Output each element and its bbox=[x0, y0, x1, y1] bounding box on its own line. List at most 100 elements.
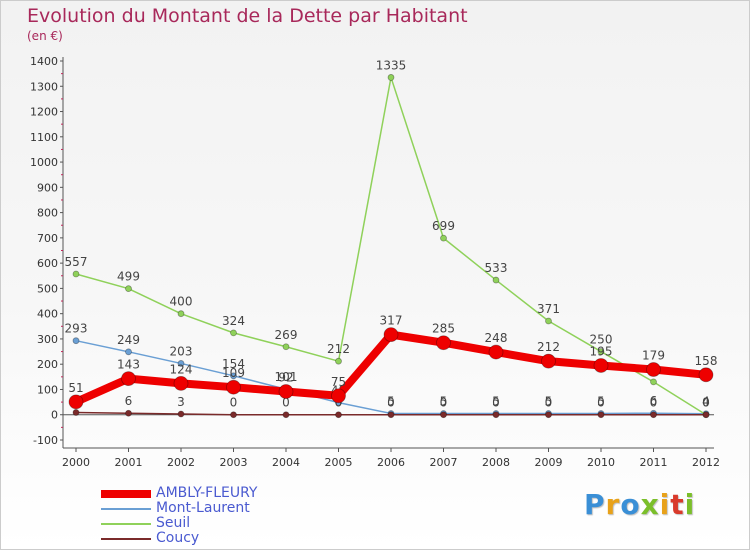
data-point bbox=[650, 378, 657, 386]
data-label: 179 bbox=[642, 349, 665, 363]
data-label: 212 bbox=[537, 340, 560, 354]
y-tick-label: 600 bbox=[37, 257, 58, 270]
legend-label: Seuil bbox=[156, 515, 191, 531]
data-label: 317 bbox=[380, 314, 403, 328]
data-label: 75 bbox=[331, 375, 346, 389]
data-label: 5 bbox=[597, 394, 605, 408]
legend-swatch bbox=[101, 489, 151, 498]
chart-subtitle: (en €) bbox=[27, 29, 63, 43]
data-label: 248 bbox=[485, 331, 508, 345]
data-label: 324 bbox=[222, 314, 245, 328]
data-label: 371 bbox=[537, 302, 560, 316]
legend-label: AMBLY-FLEURY bbox=[156, 485, 258, 501]
data-point bbox=[383, 327, 399, 343]
data-label: 3 bbox=[177, 395, 185, 409]
data-label: 5 bbox=[545, 394, 553, 408]
logo-letter: i bbox=[684, 488, 696, 521]
data-point bbox=[72, 337, 80, 345]
logo-letter: o bbox=[620, 488, 641, 521]
data-point bbox=[282, 343, 290, 351]
data-label: 0 bbox=[702, 396, 710, 410]
y-tick-label: 1100 bbox=[30, 131, 58, 144]
data-point bbox=[230, 411, 237, 419]
data-point bbox=[488, 344, 504, 360]
legend-swatch bbox=[101, 537, 151, 540]
data-label: 1335 bbox=[376, 58, 407, 72]
y-tick-label: 100 bbox=[37, 383, 58, 396]
legend-item: Seuil bbox=[101, 516, 257, 531]
series-coucy: 9630000000000 bbox=[72, 393, 710, 419]
y-tick-label: 400 bbox=[37, 308, 58, 321]
data-label: 6 bbox=[650, 394, 658, 408]
data-label: 5 bbox=[387, 394, 395, 408]
chart-legend: AMBLY-FLEURY Mont-Laurent Seuil Coucy bbox=[101, 486, 257, 546]
data-point bbox=[125, 348, 132, 356]
data-point bbox=[702, 411, 710, 419]
data-label: 51 bbox=[68, 381, 83, 395]
data-label: 6 bbox=[125, 394, 133, 408]
data-point bbox=[597, 348, 605, 355]
y-tick-label: 1400 bbox=[30, 55, 58, 68]
data-label: 0 bbox=[702, 396, 710, 410]
data-label: 285 bbox=[432, 322, 455, 336]
data-point bbox=[335, 357, 342, 365]
data-point bbox=[650, 411, 657, 419]
logo-letter: r bbox=[605, 488, 621, 521]
x-tick-label: 2007 bbox=[430, 456, 458, 469]
data-label: 203 bbox=[170, 344, 193, 358]
chart-title: Evolution du Montant de la Dette par Hab… bbox=[27, 5, 468, 27]
y-tick-label: 0 bbox=[51, 409, 58, 422]
data-label: 124 bbox=[170, 362, 193, 376]
y-tick-label: 300 bbox=[37, 333, 58, 346]
data-label: 0 bbox=[387, 396, 395, 410]
data-point bbox=[72, 409, 80, 416]
data-label: 4 bbox=[702, 395, 710, 409]
y-tick-label: 900 bbox=[37, 181, 58, 194]
data-point bbox=[68, 394, 84, 410]
data-label: 0 bbox=[545, 396, 553, 410]
data-point bbox=[440, 411, 447, 419]
x-tick-label: 2011 bbox=[640, 456, 668, 469]
logo-letter: t bbox=[670, 488, 685, 521]
x-tick-label: 2009 bbox=[535, 456, 563, 469]
y-tick-label: 1200 bbox=[30, 106, 58, 119]
data-point bbox=[177, 410, 185, 418]
x-tick-label: 2004 bbox=[272, 456, 300, 469]
data-label: 109 bbox=[222, 366, 245, 380]
data-point bbox=[492, 276, 500, 284]
y-tick-label: 1300 bbox=[30, 80, 58, 93]
logo-letter: P bbox=[584, 488, 606, 521]
data-label: 557 bbox=[65, 255, 88, 269]
y-tick-label: -100 bbox=[33, 434, 58, 447]
data-label: 5 bbox=[440, 394, 448, 408]
data-label: 0 bbox=[230, 396, 238, 410]
x-tick-label: 2000 bbox=[62, 456, 90, 469]
data-label: 400 bbox=[170, 295, 193, 309]
legend-item: Mont-Laurent bbox=[101, 501, 257, 516]
x-tick-label: 2012 bbox=[692, 456, 720, 469]
data-label: 195 bbox=[590, 344, 613, 358]
data-label: 0 bbox=[597, 396, 605, 410]
legend-label: Mont-Laurent bbox=[156, 500, 250, 516]
data-label: 0 bbox=[492, 396, 500, 410]
x-tick-label: 2001 bbox=[115, 456, 143, 469]
data-point bbox=[387, 74, 395, 81]
x-tick-label: 2002 bbox=[167, 456, 195, 469]
data-point bbox=[593, 358, 609, 373]
data-point bbox=[278, 384, 294, 399]
data-label: 5 bbox=[492, 394, 500, 408]
data-point bbox=[331, 388, 346, 404]
data-label: 143 bbox=[117, 358, 140, 372]
x-tick-label: 2010 bbox=[587, 456, 615, 469]
proxiti-logo: Proxiti bbox=[584, 488, 695, 521]
data-label: 158 bbox=[695, 354, 718, 368]
data-point bbox=[545, 411, 552, 419]
legend-label: Coucy bbox=[156, 530, 200, 546]
data-label: 0 bbox=[440, 396, 448, 410]
data-label: 0 bbox=[650, 396, 658, 410]
data-label: 101 bbox=[275, 370, 298, 384]
data-label: 0 bbox=[282, 396, 290, 410]
